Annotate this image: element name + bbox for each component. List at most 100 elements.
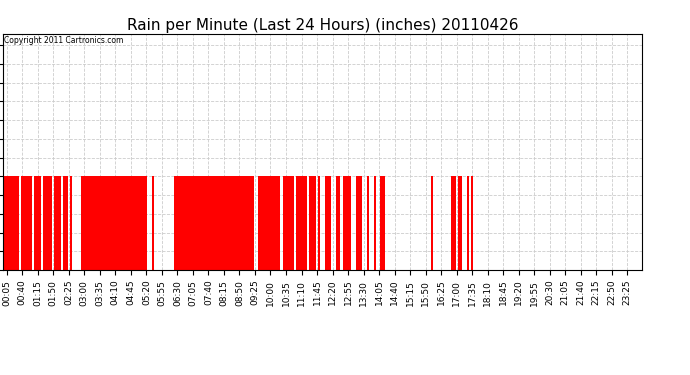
Bar [57, 176, 59, 270]
Bar [236, 176, 238, 270]
Bar [123, 176, 126, 270]
Bar [232, 176, 234, 270]
Bar [278, 176, 280, 270]
Bar [101, 176, 104, 270]
Bar [296, 176, 298, 270]
Bar [453, 176, 455, 270]
Bar [26, 176, 28, 270]
Bar [285, 176, 287, 270]
Bar [146, 176, 148, 270]
Bar [92, 176, 95, 270]
Bar [234, 176, 236, 270]
Bar [132, 176, 134, 270]
Bar [66, 176, 68, 270]
Bar [274, 176, 276, 270]
Bar [17, 176, 19, 270]
Bar [238, 176, 241, 270]
Bar [210, 176, 212, 270]
Bar [329, 176, 331, 270]
Bar [115, 176, 117, 270]
Bar [181, 176, 183, 270]
Bar [106, 176, 108, 270]
Bar [201, 176, 203, 270]
Bar [342, 176, 345, 270]
Bar [214, 176, 216, 270]
Bar [373, 176, 376, 270]
Bar [471, 176, 473, 270]
Bar [300, 176, 303, 270]
Bar [112, 176, 115, 270]
Bar [265, 176, 267, 270]
Bar [152, 176, 154, 270]
Bar [86, 176, 88, 270]
Bar [10, 176, 12, 270]
Bar [8, 176, 10, 270]
Bar [245, 176, 247, 270]
Bar [227, 176, 230, 270]
Bar [139, 176, 141, 270]
Bar [108, 176, 110, 270]
Bar [30, 176, 32, 270]
Bar [250, 176, 252, 270]
Bar [59, 176, 61, 270]
Bar [347, 176, 349, 270]
Bar [207, 176, 210, 270]
Bar [318, 176, 320, 270]
Bar [104, 176, 106, 270]
Bar [338, 176, 340, 270]
Title: Rain per Minute (Last 24 Hours) (inches) 20110426: Rain per Minute (Last 24 Hours) (inches)… [127, 18, 518, 33]
Bar [110, 176, 112, 270]
Bar [311, 176, 314, 270]
Bar [70, 176, 72, 270]
Bar [261, 176, 263, 270]
Bar [141, 176, 143, 270]
Bar [263, 176, 265, 270]
Bar [134, 176, 137, 270]
Bar [121, 176, 123, 270]
Bar [6, 176, 8, 270]
Bar [95, 176, 97, 270]
Bar [88, 176, 90, 270]
Bar [225, 176, 227, 270]
Bar [289, 176, 292, 270]
Bar [83, 176, 86, 270]
Bar [360, 176, 362, 270]
Bar [349, 176, 351, 270]
Bar [190, 176, 192, 270]
Bar [269, 176, 272, 270]
Bar [130, 176, 132, 270]
Bar [345, 176, 347, 270]
Bar [276, 176, 278, 270]
Bar [219, 176, 221, 270]
Bar [174, 176, 177, 270]
Bar [37, 176, 39, 270]
Bar [126, 176, 128, 270]
Bar [81, 176, 83, 270]
Bar [314, 176, 316, 270]
Bar [199, 176, 201, 270]
Bar [431, 176, 433, 270]
Bar [303, 176, 305, 270]
Bar [287, 176, 289, 270]
Bar [241, 176, 243, 270]
Bar [457, 176, 460, 270]
Bar [216, 176, 219, 270]
Bar [97, 176, 99, 270]
Bar [223, 176, 225, 270]
Bar [183, 176, 185, 270]
Bar [90, 176, 92, 270]
Bar [267, 176, 269, 270]
Bar [382, 176, 384, 270]
Bar [196, 176, 199, 270]
Bar [50, 176, 52, 270]
Bar [327, 176, 329, 270]
Bar [272, 176, 274, 270]
Bar [205, 176, 207, 270]
Bar [247, 176, 250, 270]
Bar [356, 176, 358, 270]
Bar [230, 176, 232, 270]
Bar [298, 176, 300, 270]
Bar [212, 176, 214, 270]
Bar [188, 176, 190, 270]
Bar [55, 176, 57, 270]
